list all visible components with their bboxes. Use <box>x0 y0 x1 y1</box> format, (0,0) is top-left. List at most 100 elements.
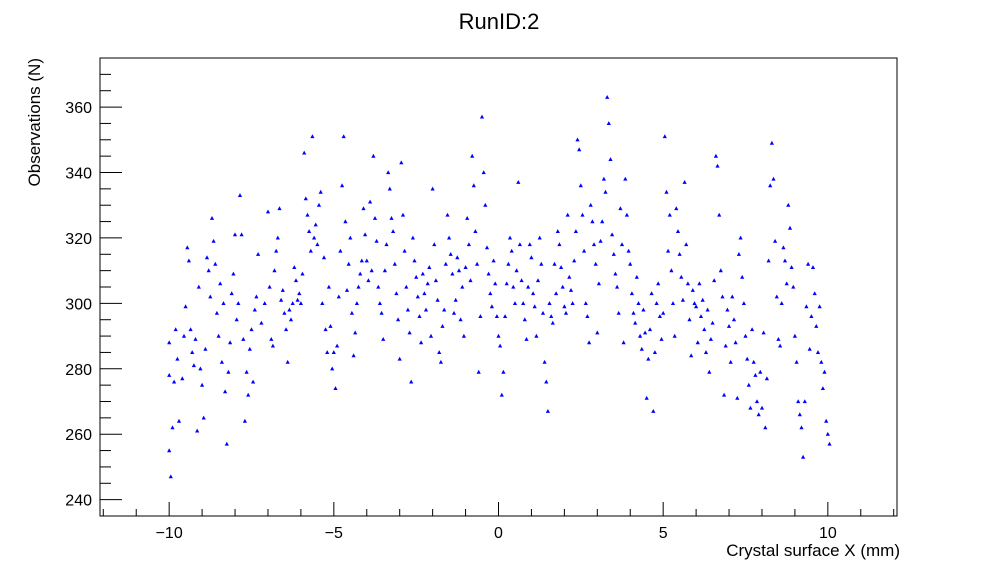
data-point <box>414 274 419 279</box>
data-point <box>456 268 462 273</box>
data-point <box>430 186 435 191</box>
data-point <box>236 301 241 305</box>
data-point <box>404 284 409 289</box>
data-point <box>348 235 353 240</box>
data-point <box>344 288 350 292</box>
data-point <box>338 248 343 253</box>
data-point <box>509 248 514 253</box>
data-point <box>659 337 664 341</box>
data-point <box>478 314 483 318</box>
data-point <box>318 189 323 194</box>
data-point <box>224 441 229 446</box>
data-point <box>582 248 587 253</box>
data-point <box>420 271 425 276</box>
data-point <box>759 405 765 410</box>
data-point <box>275 235 280 240</box>
data-point <box>771 176 776 181</box>
data-point <box>690 288 695 292</box>
data-point <box>782 258 788 263</box>
data-point <box>608 157 613 161</box>
data-point <box>369 268 374 273</box>
data-point <box>628 261 633 266</box>
x-tick-label: 10 <box>819 525 837 542</box>
data-points <box>167 95 832 479</box>
data-point <box>802 399 807 404</box>
data-point <box>794 359 799 364</box>
data-point <box>249 327 254 332</box>
data-point <box>183 304 188 309</box>
data-point <box>526 284 531 289</box>
data-point <box>675 229 681 233</box>
data-point <box>218 281 223 286</box>
data-point <box>745 356 750 361</box>
data-point <box>629 291 634 296</box>
data-point <box>176 418 182 423</box>
data-point <box>507 235 513 240</box>
data-point <box>382 268 387 273</box>
data-point <box>326 284 331 289</box>
data-point <box>606 121 611 125</box>
data-point <box>226 369 231 374</box>
data-point <box>820 386 825 390</box>
data-point <box>191 363 196 368</box>
data-point <box>647 327 653 332</box>
data-point <box>167 340 172 345</box>
x-tick-label: 5 <box>659 525 668 542</box>
data-point <box>570 301 575 305</box>
data-point <box>623 176 628 181</box>
data-point <box>519 278 524 283</box>
data-point <box>527 242 532 247</box>
data-point <box>692 301 697 305</box>
data-point <box>631 310 636 315</box>
data-point <box>231 271 236 276</box>
data-point <box>532 304 537 309</box>
data-point <box>461 333 466 338</box>
data-point <box>809 314 814 318</box>
x-axis-label: Crystal surface X (mm) <box>726 541 900 560</box>
data-point <box>425 281 430 286</box>
data-point <box>277 206 282 211</box>
data-point <box>726 324 732 328</box>
data-point <box>234 317 239 322</box>
data-point <box>512 301 518 305</box>
data-point <box>529 255 534 260</box>
data-point <box>252 307 257 312</box>
data-point <box>195 428 200 433</box>
data-point <box>567 274 572 279</box>
y-tick-label: 300 <box>65 296 92 313</box>
data-point <box>503 314 508 318</box>
data-point <box>310 134 315 139</box>
data-point <box>417 314 422 318</box>
data-point <box>779 301 784 305</box>
data-point <box>491 258 496 263</box>
data-point <box>708 337 713 341</box>
data-point <box>761 330 766 335</box>
data-point <box>203 346 208 351</box>
data-point <box>402 248 407 253</box>
data-point <box>254 294 259 299</box>
data-point <box>349 310 354 315</box>
data-point <box>684 242 689 247</box>
data-point <box>489 304 494 309</box>
data-point <box>703 350 709 354</box>
data-point <box>498 343 503 348</box>
data-point <box>534 333 539 338</box>
data-point <box>670 301 676 305</box>
data-point <box>728 359 733 364</box>
data-point <box>392 261 397 266</box>
data-point <box>228 340 233 345</box>
data-point <box>288 317 294 322</box>
data-point <box>801 454 806 459</box>
data-point <box>379 310 384 315</box>
y-tick-label: 240 <box>65 493 92 510</box>
data-point <box>323 327 328 332</box>
data-point <box>643 330 648 335</box>
data-point <box>368 199 373 204</box>
data-point <box>743 333 748 338</box>
data-point <box>600 219 605 224</box>
data-point <box>216 333 221 338</box>
data-point <box>705 307 710 312</box>
data-point <box>285 359 290 364</box>
data-point <box>540 310 546 315</box>
data-point <box>585 314 590 318</box>
